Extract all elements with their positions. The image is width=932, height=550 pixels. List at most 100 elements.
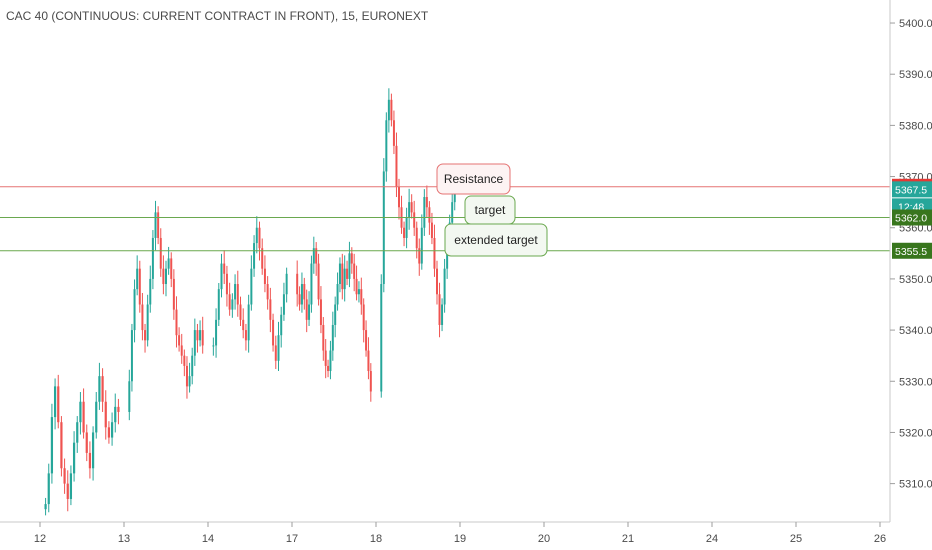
candle-body <box>305 299 308 320</box>
price-tick-label: 5400.0 <box>899 18 932 30</box>
annotation-callout-box[interactable] <box>444 223 548 257</box>
candle-body <box>428 207 431 223</box>
candle-body <box>258 227 261 249</box>
candle-body <box>362 304 365 331</box>
candle-body <box>266 284 269 300</box>
extended-target-price-tag <box>892 242 932 259</box>
candle-body <box>263 268 266 285</box>
candle-body <box>355 278 358 295</box>
candle-body <box>162 268 165 285</box>
candle-body <box>242 319 245 331</box>
time-tick-label: 14 <box>202 533 214 545</box>
candle-body <box>141 304 144 331</box>
candle-body <box>170 258 173 279</box>
candle-body <box>298 294 301 305</box>
candle-body <box>66 483 69 499</box>
candle-body <box>98 376 101 402</box>
candle-body <box>341 263 344 290</box>
candle-body <box>57 386 60 423</box>
candle-body <box>329 350 332 372</box>
candle-body <box>334 304 337 325</box>
candle-body <box>196 330 199 341</box>
price-tick-label: 5320.0 <box>899 427 932 439</box>
candle-body <box>91 432 95 469</box>
candle-body <box>180 345 183 356</box>
candle-body <box>451 202 454 223</box>
candle-body <box>408 202 411 218</box>
candle-body <box>225 273 228 295</box>
candle-body <box>239 304 242 320</box>
candle-body <box>353 263 356 279</box>
candles-group <box>44 88 456 516</box>
candle-body <box>453 189 456 203</box>
candle-body <box>104 401 107 428</box>
time-tick-label: 13 <box>118 533 130 545</box>
candle-body <box>159 237 162 269</box>
annotation-callout-box[interactable] <box>436 163 511 195</box>
candle-body <box>247 304 250 341</box>
candle-body <box>44 504 47 510</box>
candle-body <box>82 401 85 433</box>
candle-body <box>136 268 139 290</box>
candle-body <box>85 432 88 453</box>
candle-body <box>157 212 160 238</box>
candle-body <box>395 145 398 187</box>
candle-body <box>338 263 341 285</box>
candle-body <box>369 371 372 392</box>
candle-body <box>167 258 170 269</box>
candle-body <box>133 289 136 331</box>
candle-body <box>382 171 385 285</box>
candle-body <box>185 365 188 387</box>
candle-body <box>308 304 311 320</box>
time-tick-label: 26 <box>874 533 886 545</box>
price-tick-label: 5350.0 <box>899 274 932 286</box>
candle-body <box>317 263 320 300</box>
candle-body <box>53 386 57 418</box>
candle-body <box>212 345 215 347</box>
time-tick-label: 20 <box>538 533 550 545</box>
candle-body <box>390 99 393 121</box>
candle-body <box>110 422 114 438</box>
candle-body <box>300 284 303 305</box>
candle-body <box>183 355 186 366</box>
candle-body <box>234 284 237 300</box>
candle-body <box>154 212 157 238</box>
target-price-tag-text: 5362.0 <box>895 213 927 225</box>
time-tick-label: 17 <box>286 533 298 545</box>
candle-body <box>79 401 82 423</box>
candle-body <box>413 212 416 228</box>
candle-body <box>446 243 449 269</box>
candle-body <box>172 278 175 310</box>
extended-target-price-tag-text: 5355.5 <box>895 246 927 258</box>
time-tick-label: 12 <box>34 533 46 545</box>
candle-body <box>423 197 426 228</box>
candle-body <box>76 422 79 443</box>
candle-body <box>107 427 111 438</box>
candle-body <box>215 319 218 346</box>
candle-body <box>88 452 92 469</box>
candle-body <box>436 268 438 295</box>
time-axis[interactable]: 12 13 14 17 18 19 20 21 24 25 26 <box>34 522 886 545</box>
candle-body <box>398 186 400 208</box>
candle-body <box>324 350 327 366</box>
annotation-callout-text: target <box>475 203 506 217</box>
candle-body <box>296 273 299 295</box>
time-tick-label: 19 <box>454 533 466 545</box>
price-tick-label: 5310.0 <box>899 479 932 491</box>
candle-body <box>327 365 330 372</box>
candle-body <box>178 335 181 346</box>
candle-body <box>255 227 258 244</box>
candle-body <box>60 422 63 469</box>
candle-body <box>285 273 288 295</box>
candle-body <box>385 120 388 172</box>
candle-body <box>231 299 234 310</box>
candle-body <box>193 330 196 356</box>
candle-body <box>315 248 318 264</box>
candle-body <box>69 473 73 499</box>
candle-body <box>144 330 147 341</box>
candle-body <box>128 381 131 412</box>
candle-body <box>346 268 349 279</box>
candle-body <box>165 268 167 285</box>
